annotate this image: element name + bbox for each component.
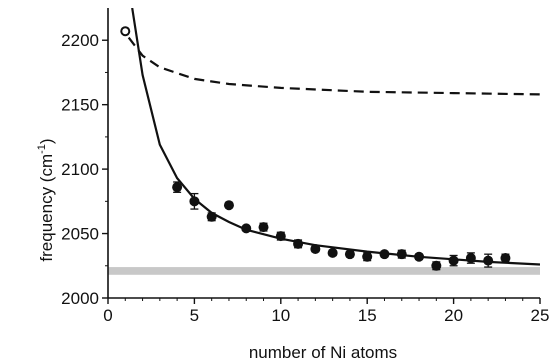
y-tick-label: 2150 xyxy=(61,96,99,115)
curve-layer xyxy=(127,8,540,266)
y-tick-label: 2200 xyxy=(61,31,99,50)
point-layer xyxy=(120,26,511,271)
data-point xyxy=(396,249,407,260)
data-point xyxy=(275,231,286,242)
data-point xyxy=(362,251,373,262)
y-tick-label: 2000 xyxy=(61,289,99,308)
y-axis-title-sup: -1 xyxy=(36,144,48,154)
reference-band-layer xyxy=(108,267,540,275)
data-point xyxy=(327,247,338,258)
data-point xyxy=(172,182,183,193)
x-axis-title: number of Ni atoms xyxy=(249,343,397,362)
plot-frame xyxy=(107,8,540,299)
y-axis-title: frequency (cm-1) xyxy=(36,138,56,261)
data-point xyxy=(431,260,442,271)
data-point xyxy=(293,238,304,249)
data-point xyxy=(206,211,217,222)
data-point xyxy=(241,223,252,234)
reference-band xyxy=(108,267,540,275)
data-point xyxy=(379,249,390,260)
label-layer: number of Ni atoms frequency (cm-1) xyxy=(36,138,397,362)
y-axis-title-close: ) xyxy=(37,138,56,144)
data-point xyxy=(448,255,459,266)
x-tick-label: 10 xyxy=(271,306,290,325)
y-tick-label: 2050 xyxy=(61,225,99,244)
data-point xyxy=(223,200,234,211)
data-point xyxy=(310,244,321,255)
data-point xyxy=(258,222,269,233)
y-tick-label: 2100 xyxy=(61,160,99,179)
dashed-fit-curve xyxy=(127,36,540,96)
solid-fit-curve xyxy=(131,8,540,266)
data-point xyxy=(344,249,355,260)
x-tick-label: 5 xyxy=(190,306,199,325)
x-tick-label: 20 xyxy=(444,306,463,325)
data-point xyxy=(465,253,476,264)
data-point xyxy=(414,251,425,262)
x-tick-label: 15 xyxy=(358,306,377,325)
data-point xyxy=(500,253,511,264)
open-data-point xyxy=(120,26,131,37)
y-axis-title-main: frequency (cm xyxy=(37,154,56,262)
x-tick-label: 0 xyxy=(103,306,112,325)
data-point xyxy=(483,255,494,266)
data-point xyxy=(189,196,200,207)
tick-layer: 0 5 10 15 20 25 2000 2050 2100 2150 2200 xyxy=(61,31,549,325)
x-tick-label: 25 xyxy=(531,306,550,325)
